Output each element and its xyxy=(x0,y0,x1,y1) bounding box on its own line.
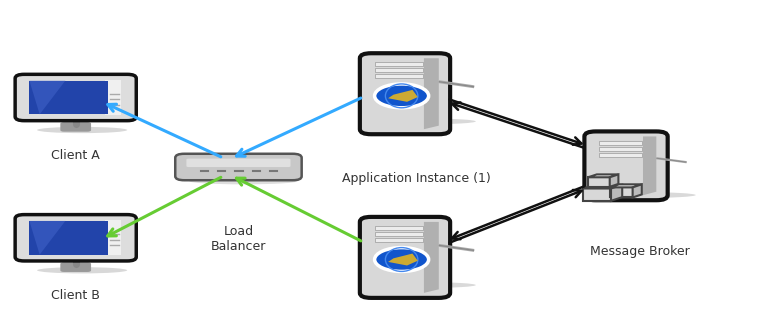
FancyBboxPatch shape xyxy=(375,68,422,72)
Polygon shape xyxy=(609,184,642,187)
Text: Client B: Client B xyxy=(51,289,100,302)
FancyBboxPatch shape xyxy=(600,141,642,145)
FancyBboxPatch shape xyxy=(375,238,422,242)
Ellipse shape xyxy=(379,119,476,124)
Ellipse shape xyxy=(587,192,696,198)
FancyBboxPatch shape xyxy=(15,74,136,121)
Polygon shape xyxy=(643,136,656,195)
Polygon shape xyxy=(30,221,65,255)
FancyBboxPatch shape xyxy=(588,177,609,187)
Text: Load
Balancer: Load Balancer xyxy=(210,225,266,254)
Polygon shape xyxy=(424,58,439,129)
FancyBboxPatch shape xyxy=(61,122,91,132)
Ellipse shape xyxy=(37,267,127,274)
FancyBboxPatch shape xyxy=(30,221,107,255)
FancyBboxPatch shape xyxy=(375,62,422,66)
FancyBboxPatch shape xyxy=(583,188,611,201)
FancyBboxPatch shape xyxy=(104,220,121,256)
FancyBboxPatch shape xyxy=(609,187,633,197)
Ellipse shape xyxy=(189,178,298,184)
FancyBboxPatch shape xyxy=(360,53,450,134)
FancyBboxPatch shape xyxy=(375,226,422,230)
Polygon shape xyxy=(30,80,65,114)
FancyBboxPatch shape xyxy=(600,147,642,151)
FancyBboxPatch shape xyxy=(584,131,668,200)
FancyBboxPatch shape xyxy=(104,80,121,115)
Ellipse shape xyxy=(37,127,127,133)
FancyBboxPatch shape xyxy=(30,80,107,114)
Polygon shape xyxy=(583,185,622,188)
FancyBboxPatch shape xyxy=(360,217,450,298)
FancyBboxPatch shape xyxy=(15,215,136,261)
Text: Client A: Client A xyxy=(51,149,100,162)
FancyBboxPatch shape xyxy=(375,232,422,236)
Ellipse shape xyxy=(375,84,428,108)
Ellipse shape xyxy=(379,282,476,288)
FancyBboxPatch shape xyxy=(600,153,642,157)
Polygon shape xyxy=(424,222,439,293)
FancyBboxPatch shape xyxy=(175,154,301,180)
Polygon shape xyxy=(633,184,642,197)
Polygon shape xyxy=(388,254,418,266)
FancyBboxPatch shape xyxy=(186,159,291,167)
Polygon shape xyxy=(388,90,418,102)
Polygon shape xyxy=(611,185,622,201)
Text: Application Instance (1): Application Instance (1) xyxy=(342,172,491,185)
Ellipse shape xyxy=(375,247,428,272)
Polygon shape xyxy=(588,174,618,177)
FancyBboxPatch shape xyxy=(61,263,91,272)
Text: Message Broker: Message Broker xyxy=(590,245,690,259)
Polygon shape xyxy=(609,174,618,187)
FancyBboxPatch shape xyxy=(375,74,422,78)
